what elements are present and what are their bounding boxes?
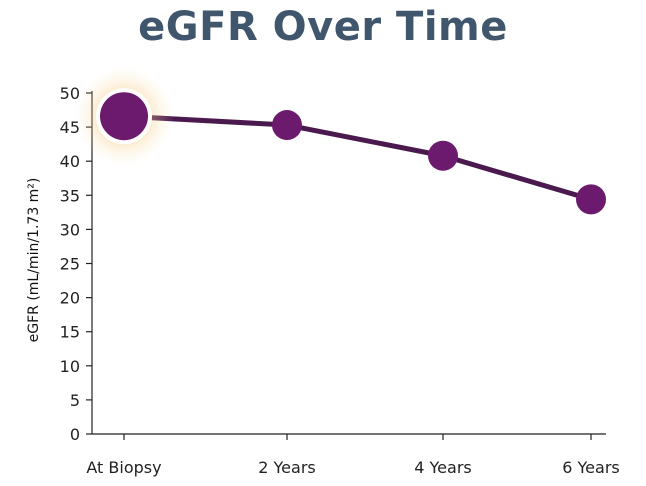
data-point	[576, 184, 606, 215]
chart-axes	[91, 91, 606, 435]
x-tick-label: 2 Years	[258, 458, 315, 477]
y-tick-label: 10	[60, 357, 80, 376]
series-line	[121, 113, 594, 202]
y-axis-title: eGFR (mL/min/1.73 m²)	[26, 178, 42, 343]
y-tick-label: 40	[60, 152, 80, 171]
x-tick-label: 6 Years	[562, 458, 619, 477]
x-tick-label: At Biopsy	[86, 458, 161, 477]
y-tick-label: 30	[60, 220, 80, 239]
data-point	[428, 140, 458, 171]
x-axis-ticks: At Biopsy 2 Years 4 Years 6 Years	[86, 434, 620, 477]
series-polyline	[121, 113, 594, 202]
series-points	[74, 66, 606, 215]
y-tick-label: 25	[60, 255, 80, 274]
chart-title: eGFR Over Time	[138, 4, 508, 50]
x-tick-label: 4 Years	[414, 458, 471, 477]
data-point-highlighted	[100, 92, 148, 141]
data-point	[272, 110, 302, 141]
y-tick-label: 20	[60, 289, 80, 308]
y-tick-label: 15	[60, 323, 80, 342]
y-tick-label: 5	[70, 391, 80, 410]
y-tick-label: 0	[70, 425, 80, 444]
y-tick-label: 50	[60, 84, 80, 103]
y-tick-label: 35	[60, 186, 80, 205]
